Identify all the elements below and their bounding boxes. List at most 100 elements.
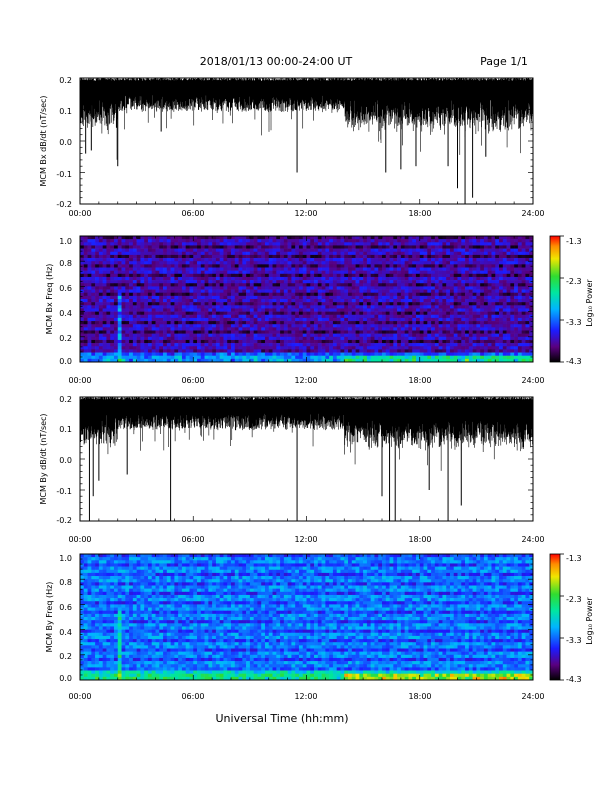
heatmap-cell (98, 330, 103, 334)
heatmap-cell (348, 286, 353, 290)
heatmap-cell (457, 242, 462, 246)
heatmap-cell (344, 286, 349, 290)
heatmap-cell (291, 358, 296, 363)
heatmap-cell (465, 254, 470, 259)
heatmap-cell (325, 336, 330, 341)
heatmap-cell (529, 292, 534, 297)
heatmap-cell (400, 239, 405, 243)
heatmap-cell (231, 283, 236, 287)
heatmap-cell (310, 355, 315, 360)
heatmap-cell (419, 305, 424, 309)
heatmap-cell (419, 352, 424, 356)
heatmap-cell (483, 267, 489, 271)
heatmap-cell (517, 343, 522, 347)
heatmap-cell (80, 236, 85, 240)
heatmap-cell (393, 349, 398, 353)
heatmap-cell (412, 314, 417, 319)
heatmap-cell (91, 276, 96, 281)
heatmap-cell (147, 317, 153, 322)
heatmap-cell (178, 333, 183, 338)
heatmap-cell (431, 324, 436, 328)
heatmap-cell (370, 283, 375, 287)
heatmap-cell (521, 311, 526, 316)
heatmap-cell (465, 289, 470, 293)
heatmap-cell (336, 336, 341, 341)
heatmap-cell (246, 333, 251, 338)
heatmap-cell (336, 305, 341, 309)
heatmap-cell (419, 264, 424, 268)
heatmap-cell (98, 292, 103, 297)
heatmap-cell (378, 283, 383, 287)
heatmap-cell (397, 267, 402, 271)
heatmap-cell (434, 286, 439, 290)
heatmap-cell (453, 276, 458, 281)
heatmap-cell (389, 321, 394, 325)
heatmap-cell (382, 254, 387, 259)
heatmap-cell (495, 324, 500, 328)
heatmap-cell (223, 273, 228, 278)
heatmap-cell (465, 305, 470, 309)
heatmap-cell (280, 299, 285, 303)
heatmap-cell (344, 245, 349, 249)
heatmap-cell (212, 239, 217, 243)
heatmap-cell (480, 267, 485, 271)
heatmap-cell (400, 280, 405, 284)
heatmap-cell (257, 242, 262, 246)
heatmap-cell (147, 292, 153, 297)
heatmap-cell (238, 276, 243, 281)
heatmap-cell (393, 295, 398, 300)
heatmap-cell (393, 267, 398, 271)
heatmap-cell (359, 308, 364, 312)
heatmap-cell (468, 330, 473, 334)
heatmap-cell (517, 327, 522, 331)
heatmap-cell (185, 305, 190, 309)
heatmap-cell (351, 324, 356, 328)
heatmap-cell (317, 264, 322, 268)
heatmap-cell (234, 336, 239, 341)
heatmap-cell (174, 346, 179, 350)
heatmap-cell (453, 317, 458, 322)
heatmap-cell (249, 261, 254, 265)
heatmap-cell (442, 311, 447, 316)
heatmap-cell (170, 254, 175, 259)
heatmap-cell (110, 358, 115, 363)
heatmap-cell (506, 358, 511, 363)
heatmap-cell (408, 239, 413, 243)
heatmap-cell (302, 346, 307, 350)
heatmap-cell (510, 299, 515, 303)
heatmap-cell (321, 321, 326, 325)
heatmap-cell (317, 333, 322, 338)
heatmap-cell (378, 248, 383, 253)
heatmap-cell (185, 349, 190, 353)
heatmap-cell (480, 333, 485, 338)
heatmap-cell (480, 261, 485, 265)
heatmap-cell (163, 248, 168, 253)
heatmap-cell (110, 261, 115, 265)
heatmap-cell (295, 295, 300, 300)
heatmap-cell (219, 267, 224, 271)
heatmap-cell (83, 305, 88, 309)
heatmap-cell (378, 352, 383, 356)
heatmap-cell (415, 270, 421, 275)
heatmap-cell (121, 299, 126, 303)
heatmap-cell (491, 270, 496, 275)
heatmap-cell (215, 327, 220, 331)
heatmap-cell (529, 286, 534, 290)
heatmap-cell (321, 299, 326, 303)
heatmap-cell (80, 276, 85, 281)
heatmap-cell (200, 283, 205, 287)
heatmap-cell (423, 302, 428, 306)
heatmap-cell (363, 248, 368, 253)
heatmap-cell (163, 333, 168, 338)
heatmap-cell (332, 286, 337, 290)
heatmap-cell (491, 254, 496, 259)
heatmap-cell (483, 261, 489, 265)
heatmap-cell (393, 308, 398, 312)
heatmap-cell (246, 311, 251, 316)
heatmap-cell (129, 258, 134, 262)
heatmap-cell (83, 327, 88, 331)
heatmap-cell (242, 343, 247, 347)
heatmap-cell (125, 349, 130, 353)
heatmap-cell (325, 330, 330, 334)
heatmap-cell (298, 286, 304, 290)
